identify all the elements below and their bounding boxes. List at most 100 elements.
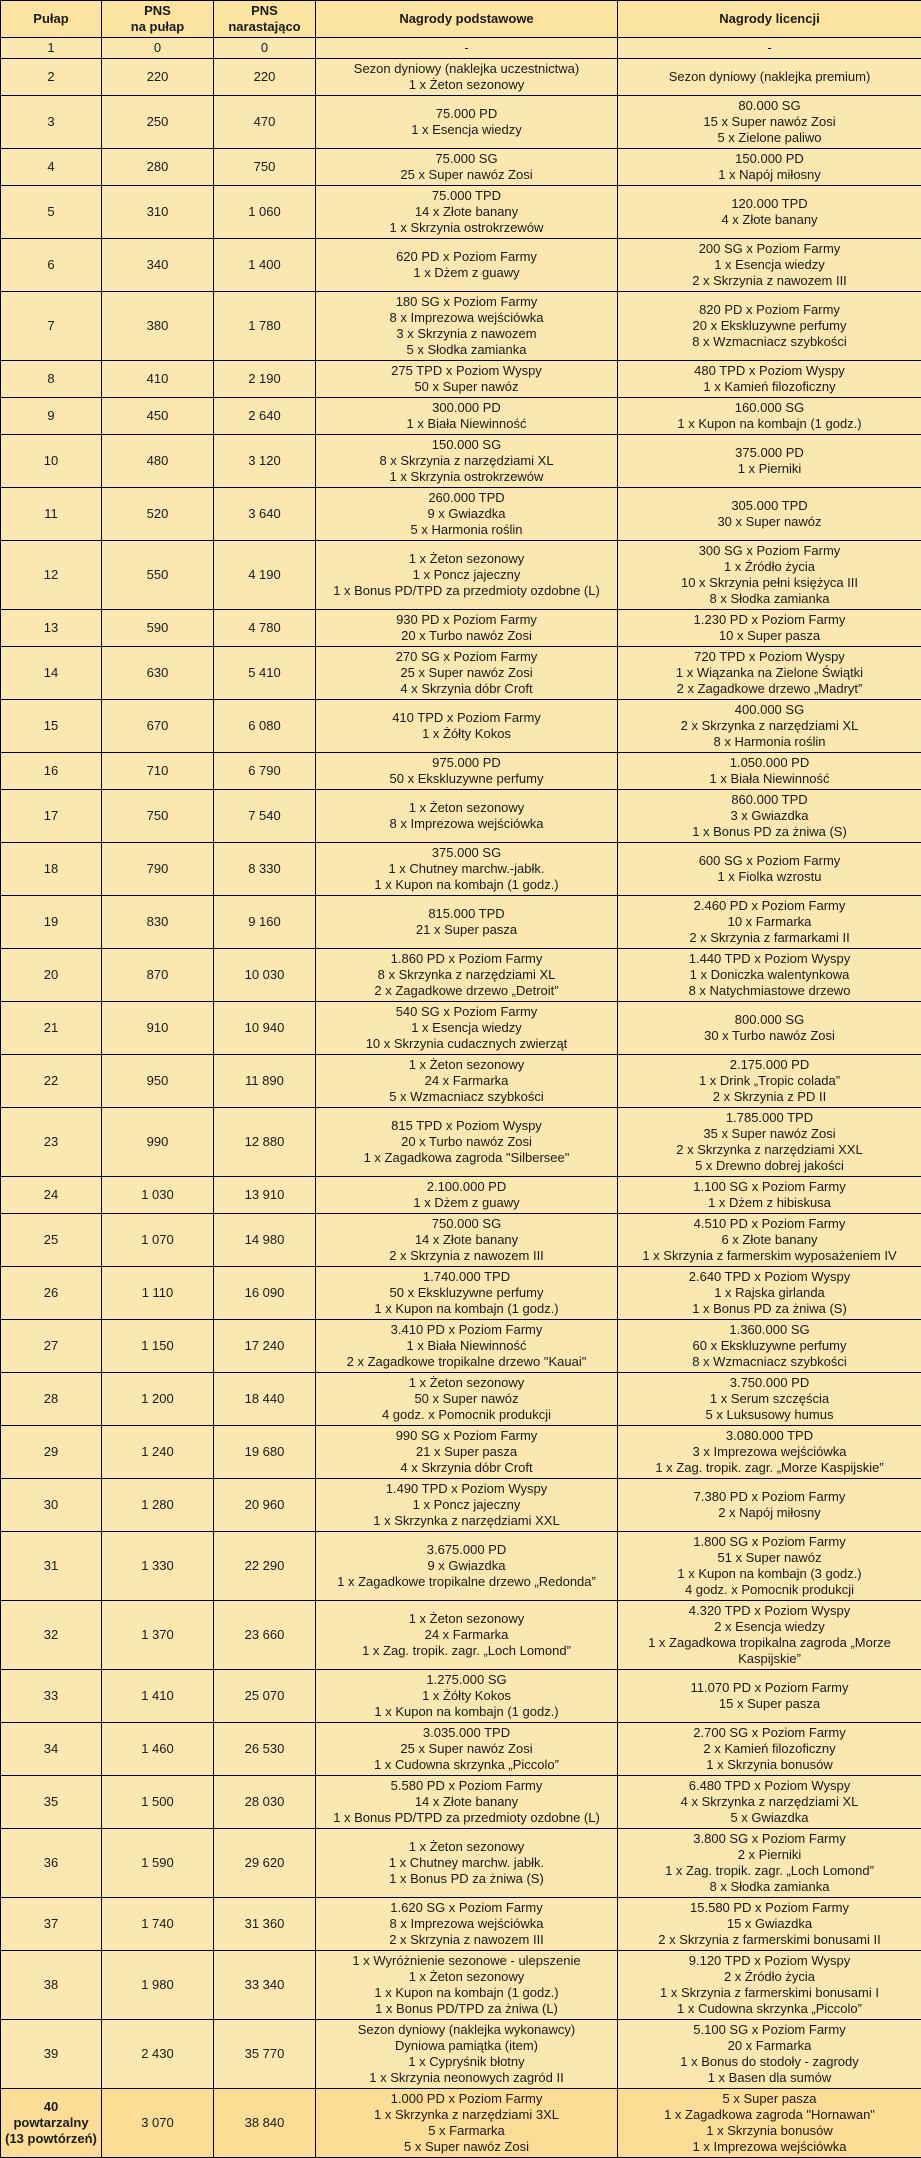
basic-rewards-cell: 375.000 SG 1 x Chutney marchw.-jabłk. 1 x … bbox=[315, 842, 618, 896]
pns-cell: 670 bbox=[101, 699, 214, 753]
basic-line: 1 x Skrzynia ostrokrzewów bbox=[389, 469, 544, 484]
basic-line: 21 x Super pasza bbox=[415, 1444, 518, 1459]
pns-cell: 1 500 bbox=[101, 1775, 214, 1829]
license-line: 1 x Basen dla sumów bbox=[707, 2070, 832, 2085]
level-cell: 24 bbox=[0, 1176, 102, 1214]
table-row: 31 1 330 22 290 3.675.000 PD 9 x Gwiazdka 1 x… bbox=[0, 1531, 921, 1601]
basic-line: Sezon dyniowy (naklejka uczestnictwa) bbox=[353, 61, 580, 76]
pns-total-cell: 3 640 bbox=[213, 487, 316, 541]
basic-rewards-cell: 300.000 PD 1 x Biała Niewinność bbox=[315, 397, 618, 435]
basic-line: 275 TPD x Poziom Wyspy bbox=[391, 363, 542, 378]
table-row: 10 480 3 120 150.000 SG 8 x Skrzynia z narzę… bbox=[0, 434, 921, 488]
basic-line: 9 x Gwiazdka bbox=[427, 506, 506, 521]
level-line: 39 bbox=[43, 2046, 59, 2061]
basic-rewards-cell: 1 x Żeton sezonowy 1 x Poncz jajeczny 1 x … bbox=[315, 540, 618, 610]
basic-line: 300.000 PD bbox=[432, 400, 501, 415]
license-rewards-cell: 860.000 TPD 3 x Gwiazdka 1 x Bonus PD za ż… bbox=[617, 789, 921, 843]
pns-cell: 1 410 bbox=[101, 1669, 214, 1723]
level-cell: 36 bbox=[0, 1828, 102, 1898]
license-line: 7.380 PD x Poziom Farmy bbox=[693, 1489, 846, 1504]
license-line: 1 x Bonus PD za żniwa (S) bbox=[692, 1301, 847, 1316]
level-line: 26 bbox=[43, 1285, 59, 1300]
basic-line: 3.410 PD x Poziom Farmy bbox=[390, 1322, 543, 1337]
pns-cell: 310 bbox=[101, 185, 214, 239]
level-cell: 22 bbox=[0, 1054, 102, 1108]
license-rewards-cell: 200 SG x Poziom Farmy 1 x Esencja wiedzy 2… bbox=[617, 238, 921, 292]
basic-rewards-cell: 1 x Żeton sezonowy 1 x Chutney marchw. ja… bbox=[315, 1828, 618, 1898]
level-line: 29 bbox=[43, 1444, 59, 1459]
license-rewards-cell: 305.000 TPD 30 x Super nawóz bbox=[617, 487, 921, 541]
basic-line: 8 x Imprezowa wejściówka bbox=[389, 1916, 544, 1931]
basic-rewards-cell: 1 x Żeton sezonowy 24 x Farmarka 5 x Wzmac… bbox=[315, 1054, 618, 1108]
level-line: 11 bbox=[44, 506, 58, 521]
license-line: 1.230 PD x Poziom Farmy bbox=[693, 612, 846, 627]
license-line: 5 x Super pasza bbox=[722, 2091, 817, 2106]
license-line: 8 x Słodka zamianka bbox=[709, 591, 830, 606]
basic-rewards-cell: 990 SG x Poziom Farmy 21 x Super pasza 4 x… bbox=[315, 1425, 618, 1479]
level-line: 30 bbox=[43, 1497, 59, 1512]
basic-line: 20 x Turbo nawóz Zosi bbox=[401, 628, 532, 643]
basic-line: 5 x Super nawóz Zosi bbox=[403, 2139, 529, 2154]
basic-line: 5 x Wzmacniacz szybkości bbox=[389, 1089, 544, 1104]
basic-line: 5.580 PD x Poziom Farmy bbox=[390, 1778, 543, 1793]
license-rewards-cell: 1.440 TPD x Poziom Wyspy 1 x Doniczka wal… bbox=[617, 948, 921, 1002]
basic-line: 50 x Ekskluzywne perfumy bbox=[389, 1285, 544, 1300]
basic-line: 8 x Skrzynka z narzędziami XL bbox=[377, 967, 556, 982]
level-line: 32 bbox=[43, 1627, 59, 1642]
license-line: - bbox=[767, 40, 772, 55]
license-line: 5 x Drewno dobrej jakości bbox=[695, 1158, 844, 1173]
license-line: 3.800 SG x Poziom Farmy bbox=[693, 1831, 846, 1846]
license-rewards-cell: 600 SG x Poziom Farmy 1 x Fiolka wzrostu bbox=[617, 842, 921, 896]
license-rewards-cell: 7.380 PD x Poziom Farmy 2 x Napój miłosny bbox=[617, 1478, 921, 1532]
basic-line: 25 x Super nawóz Zosi bbox=[400, 1741, 533, 1756]
level-line: 37 bbox=[43, 1916, 59, 1931]
level-cell: 40 powtarzalny (13 powtórzeń) bbox=[0, 2088, 102, 2158]
level-line: 31 bbox=[43, 1558, 59, 1573]
pns-cell: 1 030 bbox=[101, 1176, 214, 1214]
basic-line: 75.000 PD bbox=[435, 106, 498, 121]
pns-total-cell: 0 bbox=[213, 37, 316, 59]
license-rewards-cell: 5.100 SG x Poziom Farmy 20 x Farmarka 1 x … bbox=[617, 2019, 921, 2089]
basic-line: 1 x Skrzynka z narzędziami 3XL bbox=[374, 2107, 559, 2122]
level-cell: 3 bbox=[0, 95, 102, 149]
level-line: (13 powtórzeń) bbox=[5, 2131, 97, 2146]
pns-cell: 710 bbox=[101, 752, 214, 790]
license-line: 2.460 PD x Poziom Farmy bbox=[693, 898, 846, 913]
basic-rewards-cell: 1.000 PD x Poziom Farmy 1 x Skrzynka z na… bbox=[315, 2088, 618, 2158]
license-line: 15 x Super pasza bbox=[718, 1696, 821, 1711]
basic-rewards-cell: 275 TPD x Poziom Wyspy 50 x Super nawóz bbox=[315, 360, 618, 398]
license-rewards-cell: 1.100 SG x Poziom Farmy 1 x Dżem z hibisk… bbox=[617, 1176, 921, 1214]
pns-cell: 1 200 bbox=[101, 1372, 214, 1426]
license-rewards-cell: 2.175.000 PD 1 x Drink „Tropic colada” 2 x… bbox=[617, 1054, 921, 1108]
license-line: 8 x Wzmacniacz szybkości bbox=[692, 334, 847, 349]
table-row: 23 990 12 880 815 TPD x Poziom Wyspy 20 x Tu… bbox=[0, 1107, 921, 1177]
license-line: 11.070 PD x Poziom Farmy bbox=[690, 1680, 849, 1695]
license-line: 2 x Skrzynka z narzędziami XXL bbox=[676, 1142, 863, 1157]
basic-line: 3.675.000 PD bbox=[426, 1542, 507, 1557]
license-line: 5.100 SG x Poziom Farmy bbox=[693, 2022, 846, 2037]
basic-line: 50 x Ekskluzywne perfumy bbox=[389, 771, 544, 786]
pns-cell: 2 430 bbox=[101, 2019, 214, 2089]
basic-line: 260.000 TPD bbox=[428, 490, 505, 505]
license-line: 4 godz. x Pomocnik produkcji bbox=[684, 1582, 855, 1597]
level-cell: 28 bbox=[0, 1372, 102, 1426]
basic-line: 24 x Farmarka bbox=[424, 1073, 509, 1088]
pns-total-cell: 750 bbox=[213, 148, 316, 186]
license-line: 1 x Drink „Tropic colada” bbox=[698, 1073, 841, 1088]
license-line: 30 x Super nawóz bbox=[717, 514, 822, 529]
license-line: 1 x Bonus do stodoły - zagrody bbox=[680, 2054, 859, 2069]
license-rewards-cell: 4.510 PD x Poziom Farmy 6 x Złote banany 1… bbox=[617, 1213, 921, 1267]
pns-cell: 1 460 bbox=[101, 1722, 214, 1776]
pns-total-cell: 31 360 bbox=[213, 1897, 316, 1951]
license-line: 1 x Kamień filozoficzny bbox=[703, 379, 836, 394]
level-cell: 31 bbox=[0, 1531, 102, 1601]
license-line: 2.700 SG x Poziom Farmy bbox=[693, 1725, 846, 1740]
pns-cell: 910 bbox=[101, 1001, 214, 1055]
license-line: 60 x Ekskluzywne perfumy bbox=[692, 1338, 847, 1353]
license-line: 400.000 SG bbox=[734, 702, 805, 717]
table-row: 12 550 4 190 1 x Żeton sezonowy 1 x Poncz ja… bbox=[0, 540, 921, 610]
basic-line: 1 x Cypryśnik błotny bbox=[408, 2054, 525, 2069]
license-line: 2 x Napój miłosny bbox=[718, 1505, 821, 1520]
basic-rewards-cell: 3.675.000 PD 9 x Gwiazdka 1 x Zagadkowe tr… bbox=[315, 1531, 618, 1601]
